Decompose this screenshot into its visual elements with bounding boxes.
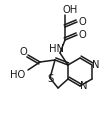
Text: S: S: [47, 74, 53, 84]
Text: O: O: [78, 30, 86, 40]
Text: N: N: [80, 81, 88, 91]
Text: O: O: [19, 47, 27, 57]
Text: OH: OH: [62, 5, 78, 15]
Text: HN: HN: [48, 44, 64, 54]
Text: O: O: [78, 17, 86, 27]
Text: N: N: [92, 60, 100, 70]
Text: HO: HO: [10, 70, 26, 80]
